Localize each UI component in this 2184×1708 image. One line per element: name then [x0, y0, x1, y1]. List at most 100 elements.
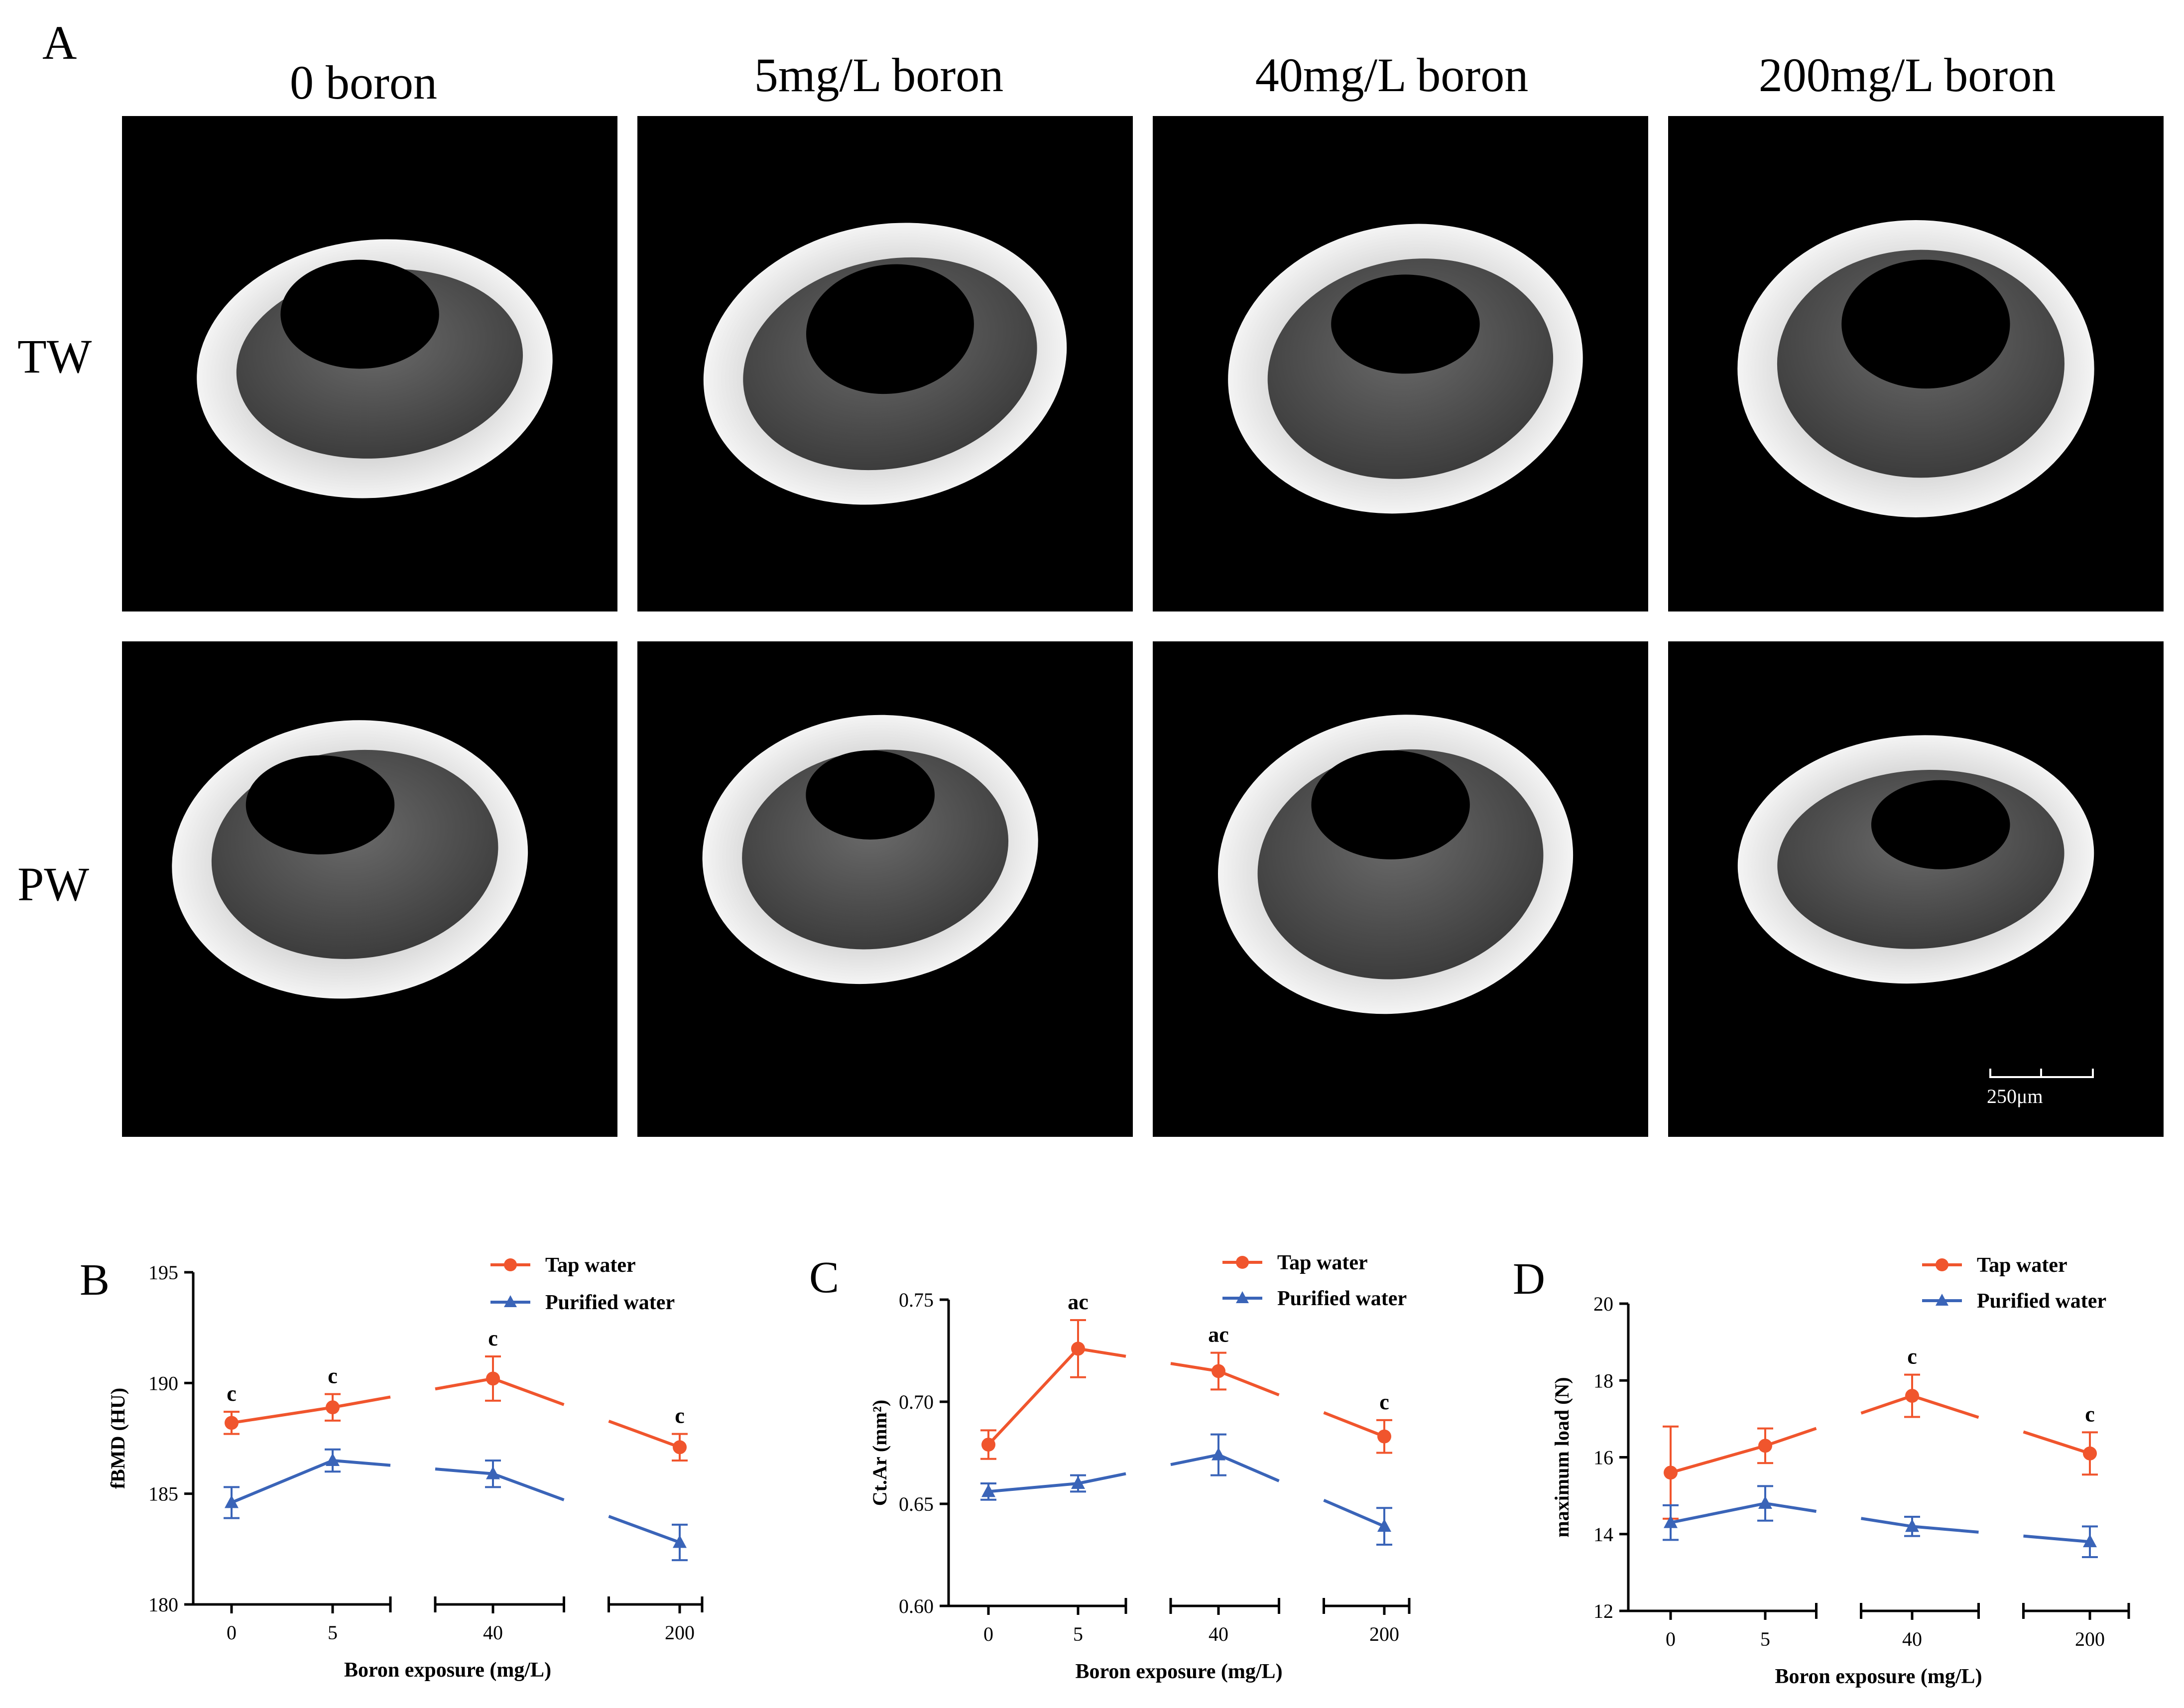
panel-c-series-line — [1217, 1453, 1280, 1482]
panel-d-x-tick-label: 200 — [2075, 1628, 2105, 1650]
row-label-tw: TW — [17, 330, 92, 383]
panel-d-series-line — [1765, 1502, 1817, 1513]
panel-c-x-tick-label: 0 — [983, 1623, 993, 1645]
panel-c-series-line — [1323, 1498, 1385, 1528]
panel-c-series-line — [988, 1482, 1079, 1493]
panel-c-series-line — [1217, 1369, 1280, 1397]
panel-b-tap-point — [225, 1416, 239, 1430]
panel-d-series-line — [1912, 1525, 1979, 1534]
column-title-40mg-boron: 40mg/L boron — [1255, 48, 1529, 102]
panel-d-series-line — [1670, 1444, 1766, 1474]
panel-c-legend-marker — [1236, 1291, 1249, 1303]
scale-bar-tick — [1989, 1069, 1991, 1078]
row-label-pw: PW — [17, 857, 89, 911]
panel-b-series-line — [231, 1406, 333, 1425]
panel-b-legend-marker — [504, 1258, 517, 1271]
panel-d-tap-point — [1905, 1389, 1919, 1403]
panel-b-significance-label: c — [675, 1404, 685, 1428]
panel-b-purified-point — [673, 1535, 687, 1548]
panel-d-purified-point — [2083, 1534, 2097, 1548]
panel-d-tap-point — [2083, 1446, 2097, 1461]
panel-d-series-line — [1861, 1517, 1913, 1528]
panel-d-significance-label: c — [1907, 1344, 1917, 1369]
panel-b-purified-point — [486, 1466, 500, 1479]
panel-d-legend-label: Purified water — [1977, 1290, 2106, 1313]
panel-d-y-tick-label: 20 — [1593, 1293, 1613, 1315]
panel-c-series-line — [1078, 1347, 1126, 1358]
panel-d-series-line — [1860, 1394, 1913, 1415]
panel-c-purified-point — [1377, 1519, 1391, 1532]
column-title-0-boron: 0 boron — [290, 56, 437, 109]
panel-b-series-line — [332, 1459, 391, 1467]
panel-c-x-tick-label: 40 — [1209, 1623, 1228, 1645]
panel-d-purified-point — [1758, 1496, 1772, 1509]
panel-d-x-label: Boron exposure (mg/L) — [1775, 1665, 1982, 1688]
panel-d-x-tick-label: 40 — [1902, 1628, 1922, 1650]
panel-d-series-line — [2023, 1430, 2090, 1455]
panel-b-significance-label: c — [227, 1381, 237, 1406]
panel-d-significance-label: c — [2085, 1402, 2095, 1426]
panel-c-tap-point — [1071, 1342, 1085, 1356]
panel-b-tap-point — [326, 1400, 340, 1415]
panel-c-tap-point — [981, 1438, 995, 1452]
panel-d-purified-point — [1905, 1519, 1919, 1532]
panel-c-tap-point — [1377, 1429, 1391, 1444]
panel-d-series-line — [2023, 1534, 2090, 1544]
ct-image-pw-200: 250μm — [1668, 641, 2164, 1137]
panel-c-x-tick-label: 5 — [1073, 1623, 1083, 1645]
panel-b-y-tick-label: 190 — [148, 1372, 178, 1394]
ct-image-tw-5 — [637, 116, 1133, 611]
panel-c-y-tick-label: 0.70 — [899, 1391, 934, 1413]
panel-b-tap-point — [673, 1440, 687, 1455]
panel-b-x-tick-label: 5 — [328, 1621, 338, 1644]
column-title-5mg-boron: 5mg/L boron — [754, 48, 1004, 102]
panel-c-series-line — [987, 1347, 1080, 1446]
panel-b-series-line — [492, 1472, 565, 1501]
panel-c-series-line — [1170, 1453, 1219, 1466]
panel-d-series-line — [1765, 1427, 1817, 1448]
ct-image-pw-5 — [637, 641, 1133, 1137]
panel-d-tap-point — [1664, 1465, 1678, 1480]
panel-c-purified-point — [981, 1484, 995, 1497]
panel-c-legend-marker — [1236, 1256, 1249, 1269]
panel-d-x-tick-label: 5 — [1760, 1628, 1770, 1650]
panel-b-x-label: Boron exposure (mg/L) — [344, 1659, 551, 1682]
panel-c-purified-point — [1071, 1476, 1085, 1489]
panel-d-legend-label: Tap water — [1977, 1254, 2067, 1277]
panel-d-x-tick-label: 0 — [1666, 1628, 1676, 1650]
panel-c-significance-label: ac — [1208, 1323, 1229, 1347]
panel-b-y-label: fBMD (HU) — [107, 1388, 129, 1489]
panel-c-purified-point — [1212, 1447, 1225, 1461]
panel-b-significance-label: c — [488, 1326, 498, 1350]
panel-b-legend-label: Tap water — [545, 1254, 636, 1277]
panel-d-series-line — [1912, 1394, 1979, 1419]
panel-d-purified-point — [1664, 1515, 1678, 1528]
panel-c-x-label: Boron exposure (mg/L) — [1075, 1660, 1282, 1683]
panel-d-y-label: maximum load (N) — [1551, 1377, 1573, 1537]
panel-c-significance-label: c — [1379, 1390, 1389, 1414]
panel-b-x-tick-label: 0 — [227, 1621, 237, 1644]
panel-d-y-tick-label: 16 — [1593, 1447, 1613, 1469]
panel-b-series-line — [492, 1377, 565, 1406]
panel-b-x-tick-label: 40 — [483, 1621, 503, 1644]
panel-b-legend-marker — [504, 1295, 517, 1307]
panel-c-series-line — [1323, 1411, 1385, 1438]
ct-image-tw-0 — [122, 116, 617, 611]
panel-d-letter: D — [1513, 1254, 1545, 1304]
panel-a-letter: A — [42, 16, 77, 69]
panel-c-series-line — [1170, 1362, 1219, 1373]
panel-b-purified-point — [326, 1453, 340, 1466]
ct-image-pw-40 — [1153, 641, 1648, 1137]
panel-b-tap-point — [486, 1371, 500, 1386]
panel-d-y-tick-label: 14 — [1593, 1523, 1613, 1546]
panel-c-tap-point — [1212, 1364, 1225, 1378]
panel-b-purified-point — [225, 1495, 239, 1508]
panel-c-y-tick-label: 0.65 — [899, 1493, 934, 1515]
panel-b-letter: B — [80, 1255, 110, 1305]
panel-c-legend-label: Tap water — [1277, 1251, 1368, 1274]
ct-image-tw-40 — [1153, 116, 1648, 611]
panel-b-y-tick-label: 185 — [148, 1483, 178, 1505]
column-title-200mg-boron: 200mg/L boron — [1758, 48, 2056, 102]
panel-b-series-line — [435, 1467, 493, 1475]
